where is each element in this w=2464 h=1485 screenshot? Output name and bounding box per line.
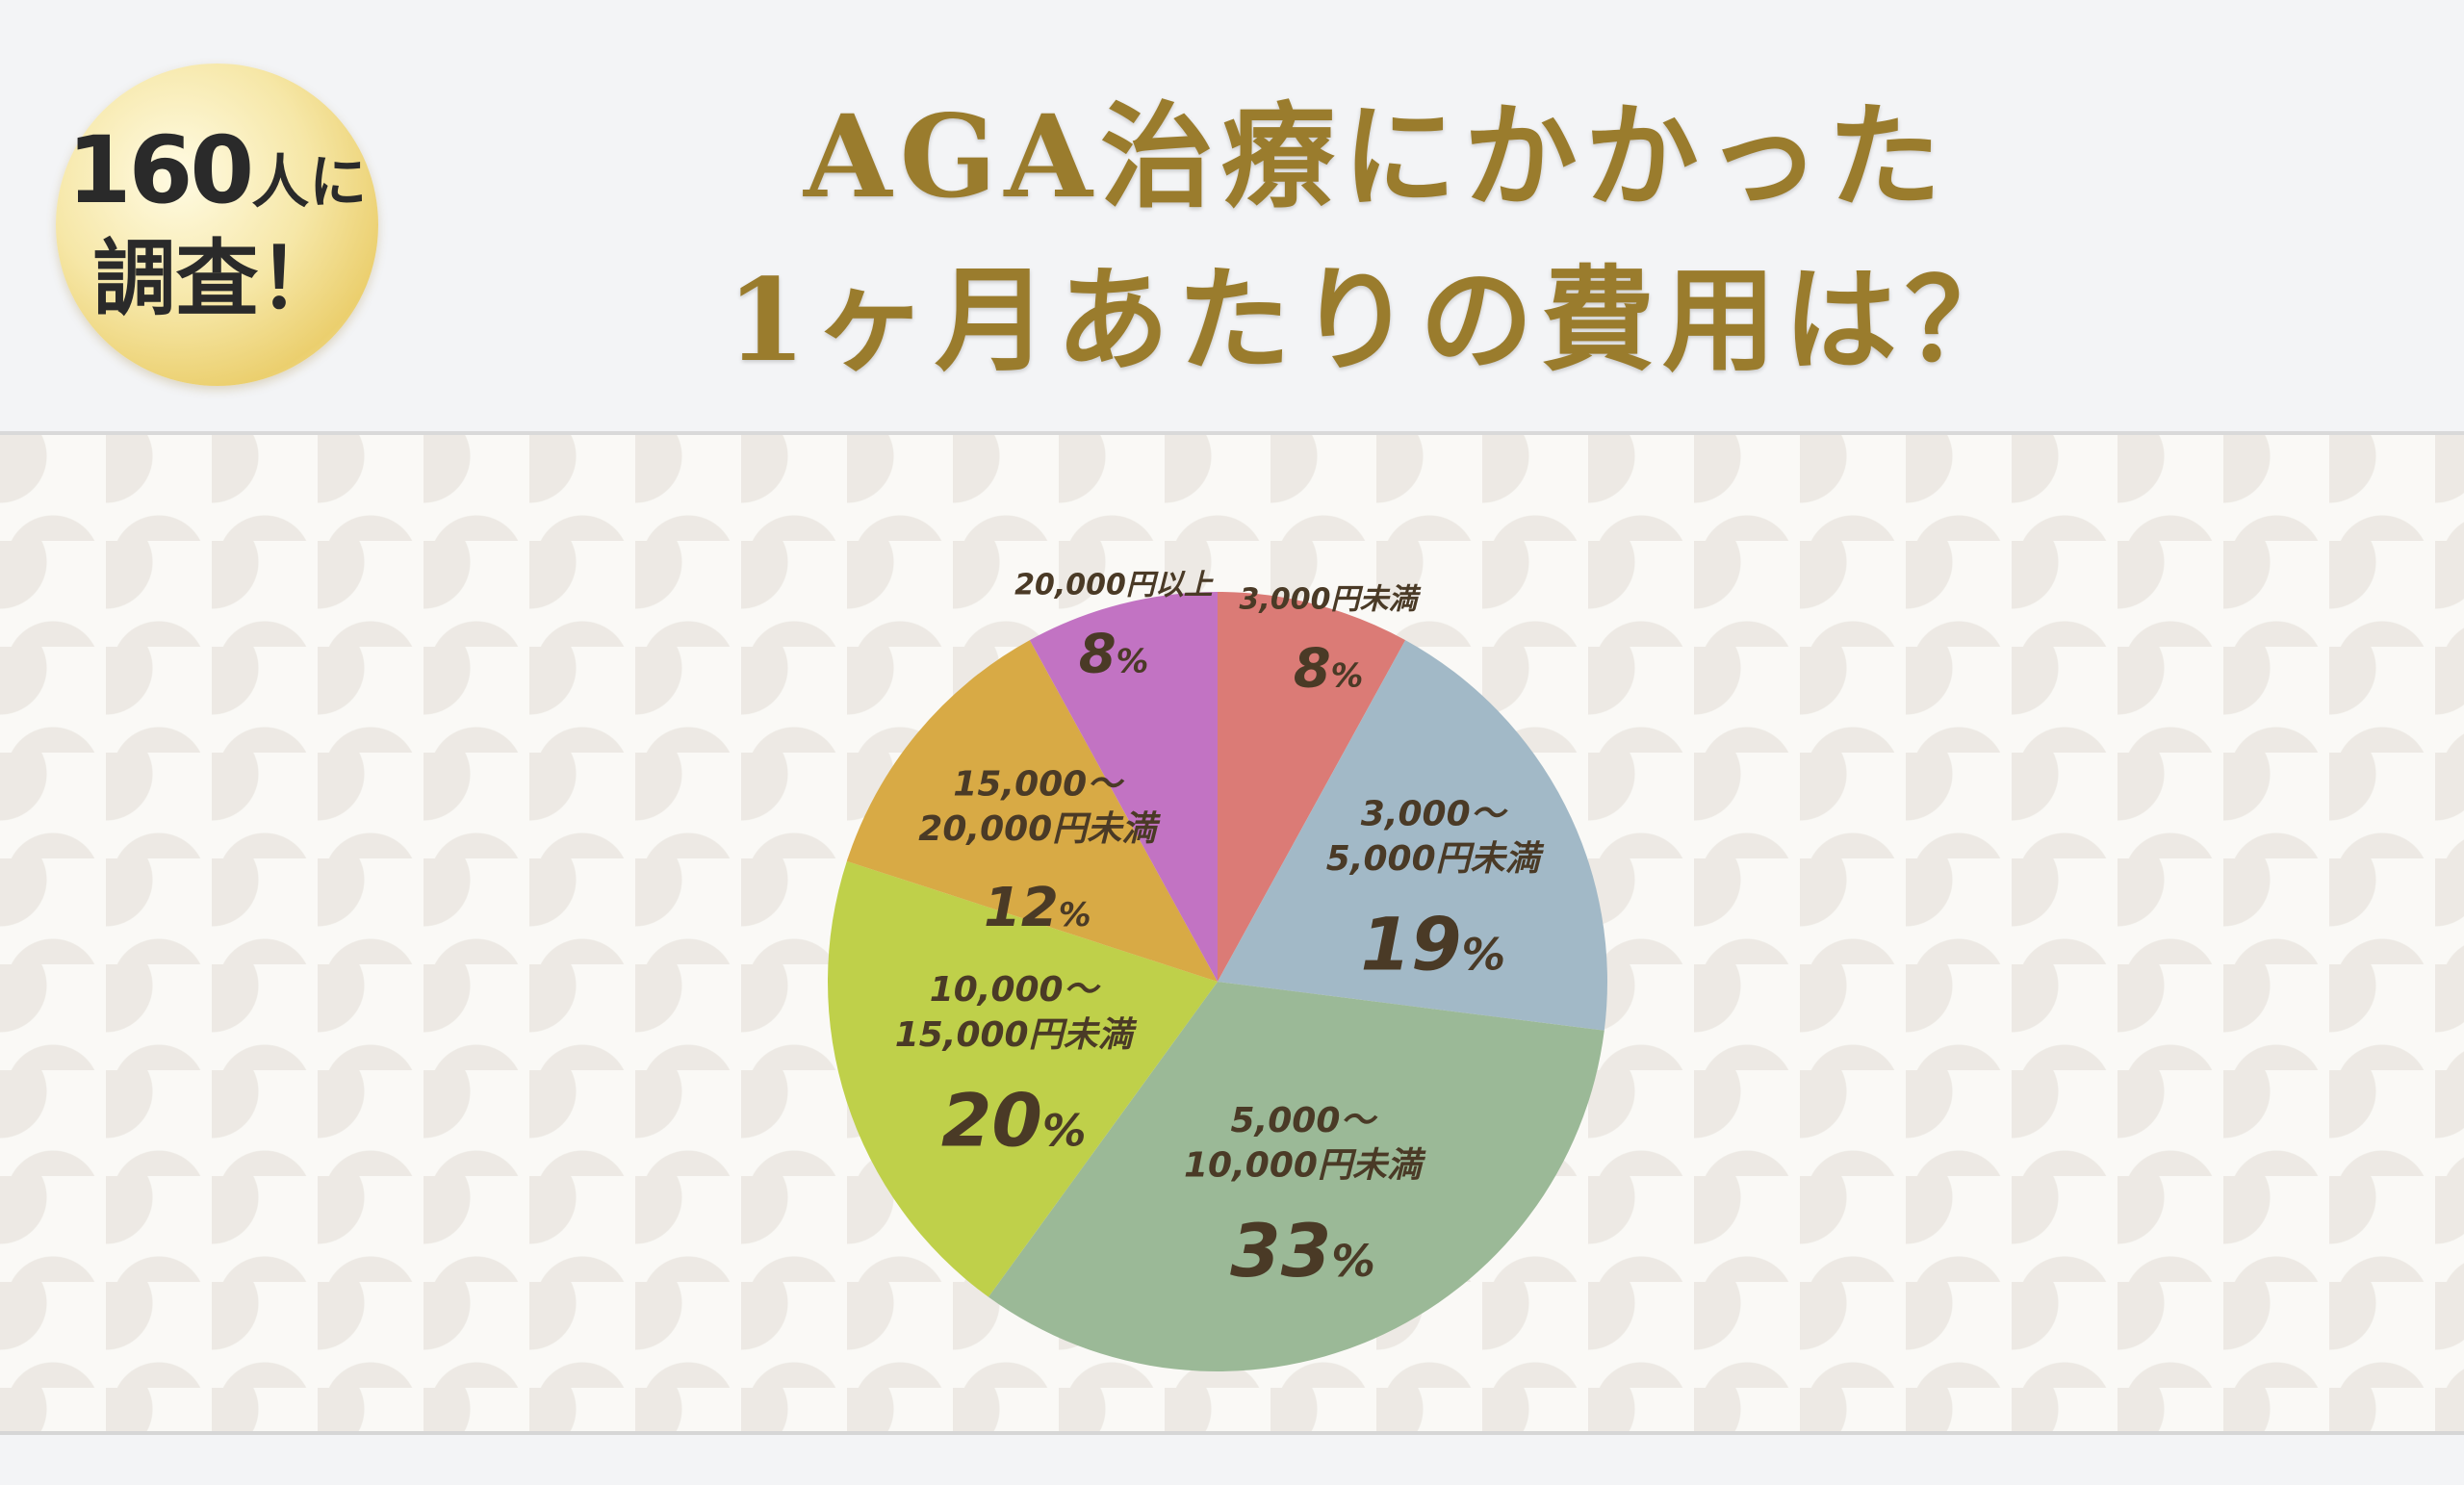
- title-line-2: 1ヶ月あたりの費用は？: [726, 253, 2027, 387]
- header-divider: [0, 431, 2464, 435]
- chart-divider: [0, 1431, 2464, 1435]
- slice-percent-label: 12%: [984, 877, 1091, 939]
- slice-category-label: 20,000円以上: [1014, 569, 1214, 602]
- footer: [0, 1435, 2464, 1485]
- survey-badge: 160人に 調査！: [56, 64, 378, 386]
- pie-slice-1: [1218, 592, 1406, 982]
- slice-label-1: 3,000円未満 8%: [1240, 583, 1423, 701]
- slice-category-label: 5,000円未満: [1326, 839, 1545, 879]
- badge-count: 160: [66, 116, 254, 224]
- badge-count-line: 160人に: [67, 122, 367, 231]
- pie-slice-4: [828, 860, 1218, 1297]
- badge-survey-text: 調査！: [92, 231, 342, 327]
- slice-percent-label: 20%: [941, 1079, 1087, 1164]
- slice-category-label: 5,000〜: [1231, 1101, 1379, 1140]
- slice-percent-label: 8%: [1079, 624, 1149, 686]
- slice-label-5: 15,000〜 20,000円未満 12%: [918, 764, 1161, 939]
- slice-category-label: 20,000円未満: [918, 809, 1161, 849]
- slice-category-label: 3,000円未満: [1240, 583, 1423, 617]
- pie-slice-2: [1218, 640, 1607, 1031]
- slice-category-label: 3,000〜: [1361, 794, 1509, 833]
- slice-percent-label: 8%: [1294, 638, 1364, 701]
- pie-chart: 3,000円未満 8% 3,000〜 5,000円未満 19% 5,000〜 10,000円…: [828, 569, 1607, 1371]
- slice-category-label: 10,000〜: [930, 970, 1102, 1010]
- slice-category-label: 15,000〜: [953, 764, 1125, 804]
- slice-percent-label: 19%: [1360, 903, 1505, 987]
- pie-slice-6: [1029, 592, 1218, 982]
- pie-slice-3: [988, 982, 1604, 1371]
- slice-category-label: 15,000円未満: [895, 1015, 1138, 1055]
- page-title: AGA治療にかかった 1ヶ月あたりの費用は？: [414, 75, 2339, 402]
- badge-unit: 人に: [251, 149, 368, 217]
- slice-label-6: 20,000円以上 8%: [1014, 569, 1214, 686]
- pie-slice-5: [846, 640, 1218, 982]
- chart-area: 3,000円未満 8% 3,000〜 5,000円未満 19% 5,000〜 10,000円…: [0, 435, 2464, 1431]
- slice-label-2: 3,000〜 5,000円未満 19%: [1326, 794, 1545, 986]
- slice-label-3: 5,000〜 10,000円未満 33%: [1184, 1101, 1426, 1293]
- slice-percent-label: 33%: [1230, 1209, 1375, 1293]
- slice-label-4: 10,000〜 15,000円未満 20%: [895, 970, 1138, 1163]
- title-line-1: AGA治療にかかった: [804, 90, 1949, 223]
- slice-category-label: 10,000円未満: [1184, 1146, 1426, 1186]
- header: 160人に 調査！ AGA治療にかかった 1ヶ月あたりの費用は？: [0, 0, 2464, 431]
